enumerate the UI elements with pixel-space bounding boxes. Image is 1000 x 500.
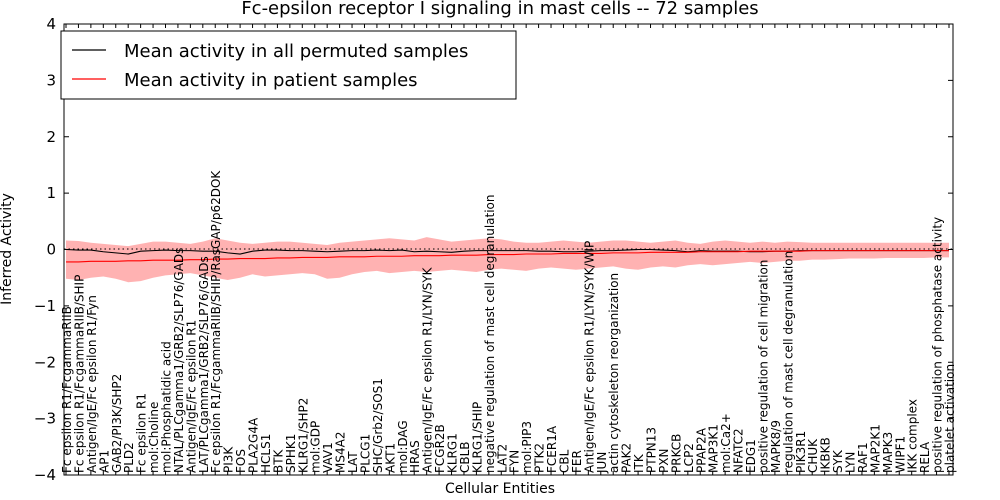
y-tick-label: −4: [34, 466, 56, 484]
x-tick-label: FYN: [508, 450, 522, 473]
x-tick-label: PTK2: [533, 443, 547, 473]
x-tick-label: BTK: [271, 448, 285, 473]
x-tick-label: mol:Ca2+: [719, 413, 733, 473]
plot-area: [63, 23, 954, 476]
x-tick-label: Antigen/IgE/Fc epsilon R1/Fyn: [85, 295, 99, 473]
x-tick-label: JUN: [595, 452, 609, 474]
x-tick-label: LAT2: [495, 444, 509, 473]
x-tick-label: positive regulation of cell migration: [756, 260, 770, 473]
x-tick-label: MAPK8/9: [769, 420, 783, 473]
x-tick-label: Antigen/IgE/Fc epsilon R1: [184, 320, 198, 473]
x-tick-label: mol:PIP3: [520, 421, 534, 473]
x-tick-label: Antigen/IgE/Fc epsilon R1/LYN/SYK: [421, 266, 435, 473]
x-tick-label: MS4A2: [334, 432, 348, 473]
x-tick-label: actin cytoskeleton reorganization: [607, 273, 621, 473]
x-tick-label: PLA2G4A: [247, 417, 261, 473]
band-layer: [66, 237, 949, 283]
legend-frame: [60, 30, 517, 100]
x-tick-label: PLD2: [122, 442, 136, 473]
x-tick-label: FCER1A: [545, 425, 559, 473]
x-tick-label: NFATC2: [732, 428, 746, 473]
x-tick-label: FER: [570, 450, 584, 473]
x-tick-label: FOS: [234, 449, 248, 473]
x-tick-label: NTAL/PLCgamma1/GRB2/SLP76/GADs: [172, 248, 186, 473]
x-tick-label: LAT/PLCgamma1/GRB2/SLP76/GADs: [197, 256, 211, 473]
x-tick-label: SYK: [831, 449, 845, 473]
y-tick-label: 2: [46, 128, 56, 146]
x-tick-label: GAB2/PI3K/SHP2: [110, 374, 124, 473]
x-tick-label: EDG1: [744, 439, 758, 473]
x-tick-label: LAT: [346, 451, 360, 473]
x-tick-label: LYN: [844, 452, 858, 473]
x-tick-label: positive regulation of phosphatase activ…: [931, 217, 945, 473]
y-tick-label: −1: [34, 297, 56, 315]
patient-mean-line: [66, 250, 949, 263]
x-tick-label: PTPN13: [645, 427, 659, 473]
x-tick-label: Fc epsilon R1/FcgammaRIIB/SHIP: [72, 275, 86, 473]
x-tick-label: WIPF1: [893, 436, 907, 473]
x-tick-label: FCGR2B: [433, 424, 447, 473]
x-tick-label: CHUK: [806, 438, 820, 473]
x-tick-label: AKT1: [383, 443, 397, 473]
y-tick-label: 1: [46, 184, 56, 202]
x-tick-label: ITK: [632, 453, 646, 473]
x-tick-label: MAPK3: [881, 432, 895, 473]
x-tick-label: PIK3R1: [794, 431, 808, 473]
y-tick-label: −3: [34, 410, 56, 428]
legend-label-patient: Mean activity in patient samples: [124, 70, 418, 91]
patient-spread-band: [66, 237, 949, 283]
x-tick-label: PLCG1: [358, 434, 372, 473]
x-tick-label: KLRG1/SHIP: [470, 402, 484, 473]
x-tick-label: HRAS: [408, 440, 422, 473]
x-tick-label: PPAP2A: [694, 427, 708, 473]
x-tick-label: Fc epsilon R1/FcgammaRIIB/SHIP/RasGAP/p6…: [209, 170, 223, 473]
chart-title: Fc-epsilon receptor I signaling in mast …: [241, 0, 758, 19]
x-tick-label: PI3K: [222, 446, 236, 473]
y-tick-label: 0: [46, 241, 56, 259]
y-tick-label: 3: [46, 71, 56, 89]
x-tick-label: IKBKB: [819, 437, 833, 473]
x-tick-label: KLRG1/SHP2: [296, 398, 310, 473]
x-tick-label: Antigen/IgE/Fc epsilon R1/LYN/SYK/WIP: [582, 241, 596, 473]
x-tick-label: regulation of mast cell degranulation: [781, 251, 795, 473]
series-layer: [65, 248, 949, 263]
x-tick-label: mol:Phosphatidic acid: [159, 341, 173, 473]
x-tick-label: mol:DAG: [396, 420, 410, 473]
x-tick-label: mol:Choline: [147, 402, 161, 473]
x-axis-label: Cellular Entities: [445, 481, 555, 497]
x-tick-label: CBLB: [458, 441, 472, 473]
x-tick-label: mol:GDP: [309, 421, 323, 473]
x-tick-label: KLRG1: [446, 433, 460, 473]
x-tick-label: HCLS1: [259, 434, 273, 473]
x-tick-label: SPHK1: [284, 434, 298, 473]
y-tick-label: 4: [46, 15, 56, 33]
x-tick-label: Fc epsilon R1/FcgammaRIIB: [60, 306, 74, 473]
x-tick-label: Fc epsilon R1: [135, 393, 149, 473]
legend-label-permuted: Mean activity in all permuted samples: [124, 41, 468, 62]
x-tick-label: LCP2: [682, 443, 696, 473]
x-tick-label: IKK complex: [906, 399, 920, 473]
x-tick-label: platelet activation: [943, 364, 957, 473]
x-tick-label: RELA: [918, 441, 932, 473]
x-tick-label: RAF1: [856, 442, 870, 473]
x-tick-label: MAP3K1: [707, 424, 721, 473]
x-tick-label: AP1: [97, 450, 111, 473]
x-tick-label: CBL: [557, 449, 571, 473]
x-tick-label: PXN: [657, 449, 671, 473]
plot-frame: [63, 23, 954, 476]
x-tick-label: PAK2: [620, 443, 634, 473]
legend: Mean activity in all permuted samples Me…: [60, 30, 517, 100]
x-tick-label: SHC/Grb2/SOS1: [371, 378, 385, 473]
y-tick-labels: 4 3 2 1 0 −1 −2 −3 −4: [34, 15, 56, 484]
x-tick-label: negative regulation of mast cell degranu…: [483, 194, 497, 473]
ticks-layer: [64, 23, 953, 476]
x-tick-label: PRKCB: [669, 434, 683, 473]
x-tick-label: VAV1: [321, 442, 335, 473]
y-tick-label: −2: [34, 353, 56, 371]
x-tick-label: MAP2K1: [868, 424, 882, 473]
y-axis-label: Inferred Activity: [0, 193, 15, 305]
